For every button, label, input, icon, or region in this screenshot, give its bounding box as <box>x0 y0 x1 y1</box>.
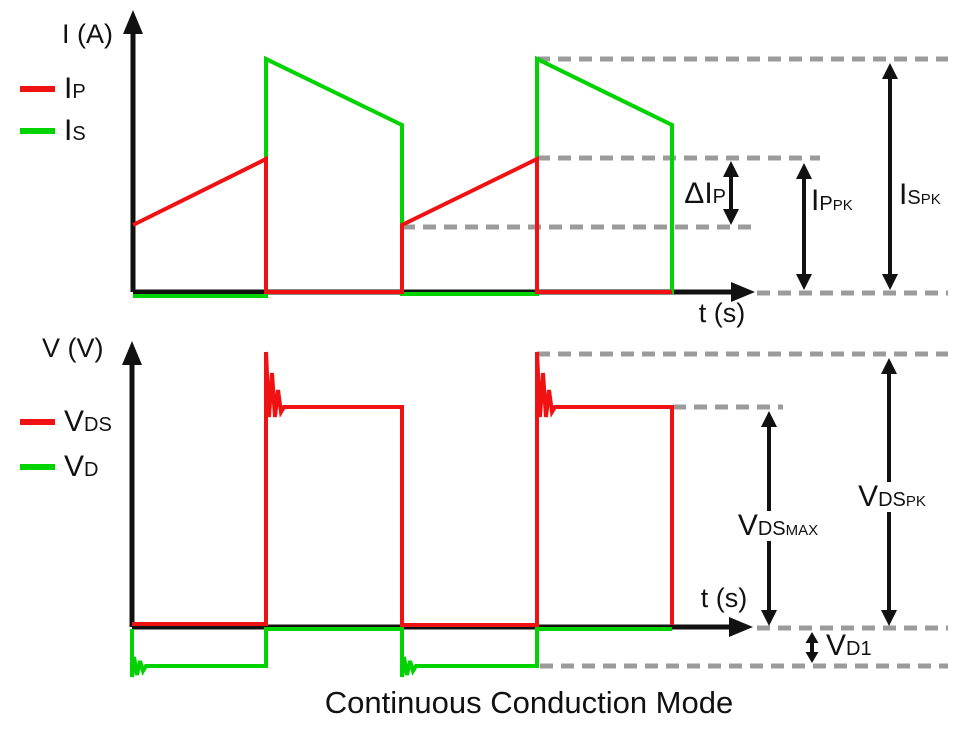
voltage-axis-label: V (V) <box>42 333 104 363</box>
ispk-arrow-up-head <box>882 63 898 79</box>
current-axis-label: I (A) <box>62 19 113 49</box>
label-part: P <box>72 81 86 103</box>
delta-ip-arrow-down-head <box>723 209 739 225</box>
label-part: PK <box>832 197 853 214</box>
label-part: V <box>826 629 847 662</box>
label-part: DS <box>84 414 112 436</box>
vd-waveform <box>130 627 672 678</box>
label-part: V <box>858 480 879 513</box>
current-time-axis-label: t (s) <box>698 298 746 328</box>
vds-legend-swatch <box>20 419 55 425</box>
label-part: MAX <box>785 522 819 539</box>
label-part: D1 <box>846 638 872 660</box>
label-part: I <box>811 184 820 217</box>
label-part: PK <box>905 493 926 510</box>
label-part: V <box>64 405 85 438</box>
label-part: I <box>64 114 73 147</box>
ippk-label: I P PK <box>811 186 853 216</box>
voltage-plot <box>122 341 948 678</box>
ispk-arrow-down-head <box>882 274 898 290</box>
label-part: PK <box>920 191 941 208</box>
label-part: I <box>64 72 73 105</box>
delta-ip-label: ΔI P <box>684 179 726 209</box>
label-part: S <box>907 187 921 209</box>
vd1-label: V D1 <box>826 631 872 661</box>
delta-ip-arrow-up-head <box>723 161 739 177</box>
vdspk-arrow-up-head <box>881 358 897 374</box>
x-axis-arrowhead <box>731 282 755 302</box>
label-part: P <box>819 193 833 215</box>
vds-legend-label: V DS <box>64 407 112 437</box>
ispk-label: I S PK <box>899 180 941 210</box>
label-part: DS <box>757 518 786 540</box>
voltage-time-axis-label: t (s) <box>700 583 748 613</box>
label-part: I <box>899 178 908 211</box>
label-part: ΔI <box>684 177 713 210</box>
label-part: P <box>712 186 726 208</box>
vd1-arrow-up-head <box>805 632 819 643</box>
vdspk-label: V DS PK <box>854 482 930 512</box>
label-part: S <box>72 123 86 145</box>
label-part: V <box>64 450 85 483</box>
label-part: D <box>84 459 99 481</box>
current-plot <box>123 10 948 302</box>
vdspk-arrow-down-head <box>881 610 897 626</box>
y-axis-arrowhead <box>123 10 143 34</box>
vdsmax-arrow-down-head <box>761 610 777 626</box>
x-axis-arrowhead <box>729 617 753 637</box>
vdsmax-label: V DS MAX <box>733 509 823 542</box>
ippk-arrow-up-head <box>796 163 812 179</box>
vd1-arrow-down-head <box>805 652 819 663</box>
label-part: DS <box>878 489 906 511</box>
label-part: V <box>737 509 758 542</box>
vds-waveform <box>132 351 674 627</box>
y-axis-arrowhead <box>122 341 142 365</box>
vdsmax-arrow-up-head <box>761 411 777 427</box>
is-legend-swatch <box>20 128 55 134</box>
figure-title: Continuous Conduction Mode <box>324 685 734 720</box>
ip-waveform <box>132 155 672 294</box>
ippk-arrow-down-head <box>796 274 812 290</box>
vd-legend-swatch <box>20 464 55 470</box>
ip-legend-swatch <box>20 86 55 92</box>
